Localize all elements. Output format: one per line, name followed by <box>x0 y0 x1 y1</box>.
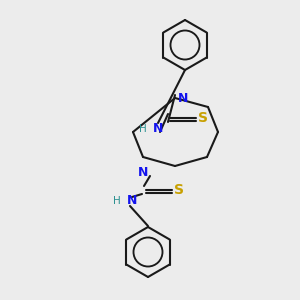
Text: N: N <box>178 92 188 104</box>
Text: N: N <box>138 166 148 178</box>
Text: S: S <box>198 111 208 125</box>
Text: S: S <box>174 183 184 197</box>
Text: H: H <box>113 196 121 206</box>
Text: H: H <box>139 124 147 134</box>
Text: N: N <box>153 122 164 136</box>
Text: N: N <box>127 194 137 208</box>
